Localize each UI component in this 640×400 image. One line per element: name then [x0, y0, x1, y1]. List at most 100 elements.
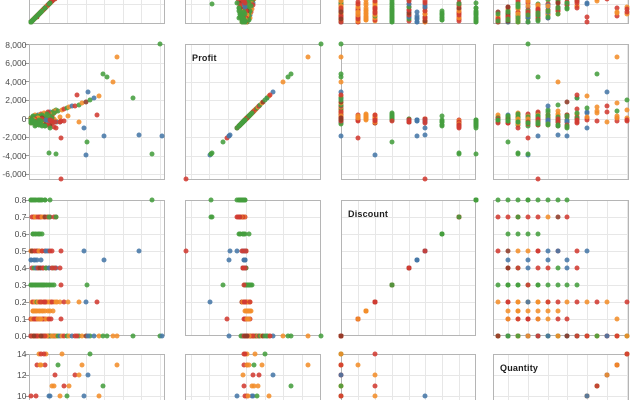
data-point[interactable] — [505, 257, 511, 262]
data-point[interactable] — [555, 11, 561, 17]
data-point[interactable] — [305, 362, 311, 368]
data-point[interactable] — [515, 248, 521, 254]
data-point[interactable] — [564, 123, 570, 129]
data-point[interactable] — [270, 372, 276, 378]
data-point[interactable] — [251, 362, 257, 368]
data-point[interactable] — [505, 248, 511, 254]
data-point[interactable] — [36, 197, 42, 203]
data-point[interactable] — [594, 0, 600, 4]
data-point[interactable] — [355, 10, 361, 16]
data-point[interactable] — [183, 248, 189, 254]
data-point[interactable] — [505, 9, 511, 15]
data-point[interactable] — [584, 109, 590, 115]
data-point[interactable] — [525, 299, 531, 305]
data-point[interactable] — [495, 282, 501, 288]
data-point[interactable] — [85, 89, 91, 95]
data-point[interactable] — [40, 282, 46, 288]
data-point[interactable] — [338, 393, 344, 399]
data-point[interactable] — [414, 15, 420, 21]
data-point[interactable] — [555, 0, 561, 6]
data-point[interactable] — [564, 214, 570, 220]
data-point[interactable] — [406, 119, 411, 125]
data-point[interactable] — [614, 362, 620, 368]
data-point[interactable] — [355, 113, 361, 119]
data-point[interactable] — [594, 71, 600, 77]
data-point[interactable] — [505, 231, 511, 237]
data-point[interactable] — [525, 308, 531, 313]
data-point[interactable] — [594, 383, 600, 389]
data-point[interactable] — [555, 102, 561, 107]
data-point[interactable] — [456, 1, 462, 7]
data-point[interactable] — [262, 351, 268, 357]
data-point[interactable] — [94, 299, 100, 305]
data-point[interactable] — [564, 316, 570, 322]
data-point[interactable] — [604, 333, 610, 339]
data-point[interactable] — [584, 299, 590, 305]
data-point[interactable] — [594, 118, 600, 124]
data-point[interactable] — [422, 117, 428, 123]
data-point[interactable] — [604, 109, 610, 115]
data-point[interactable] — [584, 114, 590, 120]
data-point[interactable] — [254, 393, 260, 399]
data-point[interactable] — [624, 117, 630, 123]
data-point[interactable] — [515, 119, 521, 125]
data-point[interactable] — [130, 95, 135, 101]
data-point[interactable] — [338, 92, 344, 98]
data-point[interactable] — [515, 308, 521, 313]
data-point[interactable] — [495, 248, 501, 254]
data-point[interactable] — [614, 54, 620, 60]
data-point[interactable] — [439, 231, 445, 237]
data-point[interactable] — [525, 41, 531, 47]
data-point[interactable] — [372, 372, 378, 378]
data-point[interactable] — [53, 214, 59, 220]
data-point[interactable] — [57, 393, 63, 399]
data-point[interactable] — [338, 333, 344, 339]
data-point[interactable] — [574, 92, 580, 98]
data-point[interactable] — [535, 231, 541, 237]
data-point[interactable] — [338, 351, 344, 357]
data-point[interactable] — [495, 11, 501, 17]
data-point[interactable] — [39, 231, 45, 237]
data-point[interactable] — [47, 125, 53, 131]
data-point[interactable] — [515, 214, 521, 220]
data-point[interactable] — [85, 372, 91, 378]
data-point[interactable] — [94, 112, 100, 118]
data-point[interactable] — [422, 176, 428, 182]
data-point[interactable] — [69, 333, 75, 339]
data-point[interactable] — [525, 333, 531, 339]
data-point[interactable] — [525, 197, 531, 203]
data-point[interactable] — [495, 197, 501, 203]
data-point[interactable] — [535, 248, 541, 254]
data-point[interactable] — [574, 299, 580, 305]
data-point[interactable] — [555, 265, 561, 271]
data-point[interactable] — [65, 113, 71, 119]
data-point[interactable] — [505, 16, 511, 22]
data-point[interactable] — [564, 333, 570, 339]
data-point[interactable] — [422, 0, 428, 6]
data-point[interactable] — [535, 197, 541, 203]
data-point[interactable] — [83, 299, 89, 305]
data-point[interactable] — [338, 16, 344, 22]
data-point[interactable] — [47, 197, 53, 203]
data-point[interactable] — [38, 351, 44, 357]
data-point[interactable] — [110, 79, 116, 85]
data-point[interactable] — [525, 151, 531, 157]
data-point[interactable] — [74, 92, 80, 98]
data-point[interactable] — [614, 10, 620, 16]
data-point[interactable] — [52, 265, 58, 271]
data-point[interactable] — [58, 282, 64, 288]
data-point[interactable] — [49, 333, 55, 339]
data-point[interactable] — [614, 333, 620, 339]
data-point[interactable] — [515, 231, 521, 237]
data-point[interactable] — [574, 117, 580, 123]
data-point[interactable] — [555, 197, 561, 203]
data-point[interactable] — [355, 362, 361, 368]
data-point[interactable] — [101, 257, 107, 262]
data-point[interactable] — [525, 316, 531, 322]
data-point[interactable] — [545, 333, 551, 339]
data-point[interactable] — [50, 308, 56, 313]
data-point[interactable] — [614, 316, 620, 322]
data-point[interactable] — [47, 117, 53, 123]
data-point[interactable] — [495, 214, 501, 220]
data-point[interactable] — [604, 119, 610, 125]
